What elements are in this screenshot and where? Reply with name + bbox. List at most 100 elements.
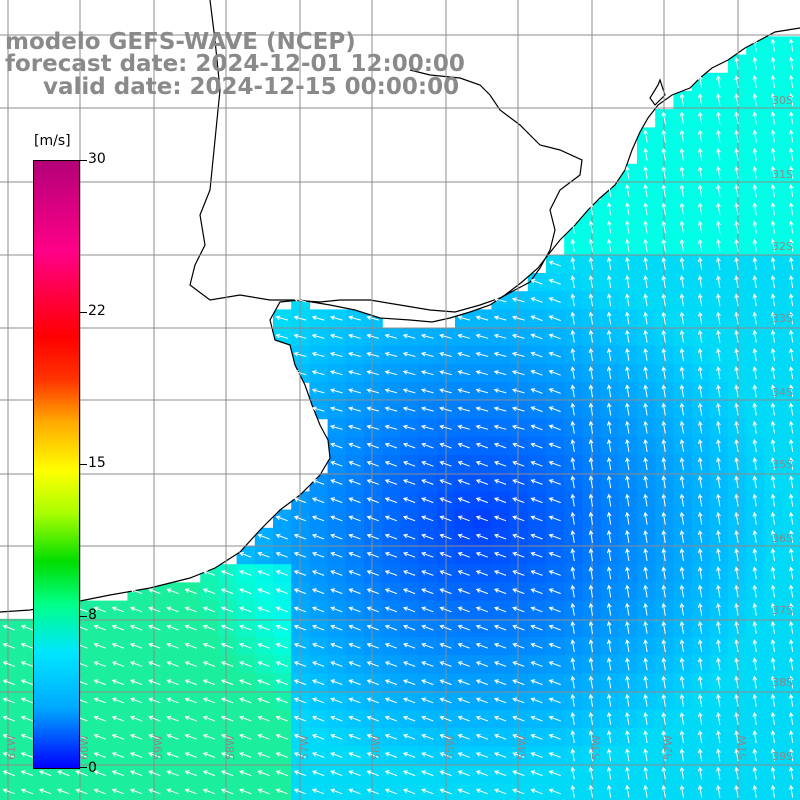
wind-arrow [293,333,307,339]
wind-arrow [493,570,507,576]
wind-arrow [275,588,288,595]
land-area [0,0,800,612]
wind-arrow [752,675,758,689]
wind-arrow [625,420,630,434]
wind-arrow [38,770,52,777]
wind-arrow [257,570,270,576]
wind-arrow [625,329,630,343]
wind-arrow [493,551,507,558]
wind-arrow [679,548,685,562]
wind-arrow [643,584,648,598]
wind-arrow [257,697,270,704]
wind-arrow [661,238,667,252]
wind-arrow [770,548,776,562]
wind-arrow [293,752,307,758]
wind-arrow [588,566,594,580]
wind-arrow [588,675,594,689]
wind-arrow [770,165,776,179]
wind-arrow [770,238,776,252]
wind-arrow [129,733,143,740]
wind-arrow [661,202,667,216]
wind-arrow [625,366,630,380]
wind-arrow [752,147,758,161]
wind-arrow [457,770,470,777]
wind-arrow [606,220,612,234]
wind-arrow [679,475,685,489]
wind-arrow [548,533,561,540]
wind-arrow [439,442,452,449]
wind-arrow [111,697,125,704]
wind-arrow [402,388,416,394]
wind-arrow [716,438,721,452]
wind-arrow [220,661,234,667]
wind-arrow [752,74,758,88]
wind-arrow [257,679,270,686]
wind-arrow [548,351,561,358]
wind-arrow [20,661,34,667]
wind-arrow [457,333,471,339]
wind-arrow [548,697,561,704]
wind-arrow [770,711,776,725]
wind-arrow [661,329,667,343]
wind-arrow [384,406,398,412]
wind-arrow [475,388,489,394]
wind-arrow [770,93,776,107]
wind-arrow [606,275,612,289]
wind-arrow [530,642,543,649]
wind-arrow [366,752,379,758]
wind-arrow [606,329,612,343]
wind-arrow [570,366,576,380]
wind-arrow [439,752,452,758]
wind-arrow [493,733,507,740]
wind-arrow [475,788,489,795]
wind-arrow [421,479,434,485]
wind-arrow [752,275,758,289]
wind-arrow [752,293,758,307]
wind-arrow [2,679,15,686]
wind-arrow [643,202,648,216]
wind-arrow [166,752,179,758]
wind-arrow [625,475,630,489]
wind-arrow [606,548,612,562]
wind-arrow [697,657,703,671]
wind-arrow [788,620,794,634]
wind-arrow [788,548,794,562]
wind-arrow [548,588,561,595]
wind-arrow [493,460,507,467]
wind-arrow [57,788,70,795]
wind-arrow [606,402,612,416]
wind-arrow [788,165,794,179]
wind-arrow [643,711,648,725]
wind-arrow [752,639,758,653]
wind-arrow [734,493,739,507]
wind-arrow [530,442,543,449]
wind-arrow [366,679,379,686]
wind-arrow [570,311,576,325]
river-border [189,0,583,313]
wind-arrow [661,766,667,780]
wind-arrow [661,657,667,671]
wind-arrow [788,711,794,725]
wind-arrow [239,661,252,667]
wind-arrow [421,515,434,522]
wind-arrow [384,351,398,357]
wind-arrow [625,511,630,525]
wind-arrow [239,588,252,595]
wind-arrow [661,493,667,507]
wind-arrow [625,784,630,798]
wind-arrow [402,570,416,576]
wind-arrow [679,293,685,307]
wind-arrow [530,333,543,340]
wind-arrow [402,624,416,631]
wind-arrow [734,238,739,252]
wind-arrow [716,475,721,489]
wind-arrow [475,770,489,777]
wind-arrow [679,275,685,289]
wind-arrow [679,384,685,398]
wind-arrow [770,693,776,707]
wind-arrow [348,406,361,412]
wind-arrow [606,293,612,307]
wind-arrow [530,497,543,504]
wind-arrow [752,202,758,216]
wind-arrow [275,315,289,321]
